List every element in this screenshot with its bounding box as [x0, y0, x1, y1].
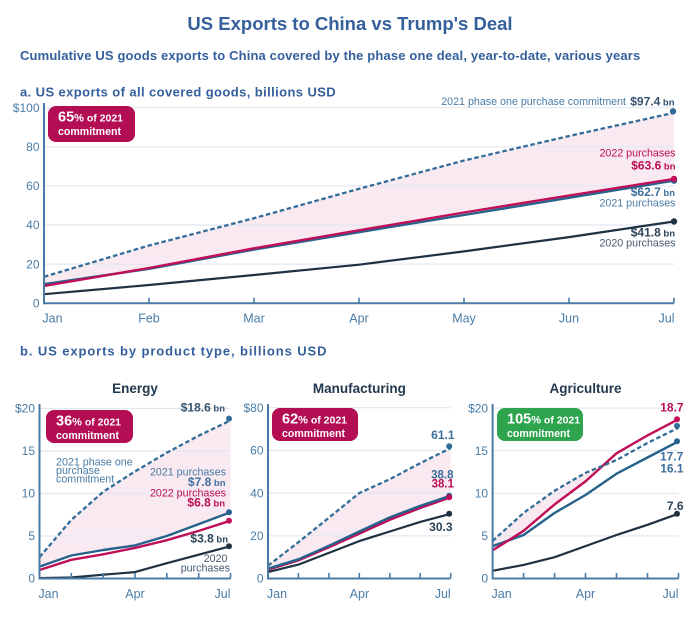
svg-text:2020 purchases: 2020 purchases	[599, 238, 675, 250]
svg-text:$63.6 bn: $63.6 bn	[631, 159, 675, 173]
svg-text:Energy: Energy	[112, 381, 158, 396]
svg-text:40: 40	[250, 486, 264, 500]
svg-text:65% of 2021: 65% of 2021	[58, 110, 123, 126]
svg-text:$62.7 bn: $62.7 bn	[631, 185, 675, 199]
svg-text:Cumulative US goods exports to: Cumulative US goods exports to China cov…	[20, 48, 640, 63]
svg-text:Agriculture: Agriculture	[549, 381, 622, 396]
svg-text:commitment: commitment	[56, 430, 119, 442]
svg-text:2021 purchases: 2021 purchases	[599, 198, 675, 210]
svg-text:80: 80	[26, 140, 40, 154]
svg-text:$41.8 bn: $41.8 bn	[631, 226, 675, 240]
svg-text:Jun: Jun	[559, 312, 579, 326]
svg-text:15: 15	[475, 444, 489, 458]
svg-text:2021 phase one purchase commit: 2021 phase one purchase commitment	[441, 96, 626, 108]
svg-text:$18.6 bn: $18.6 bn	[181, 401, 225, 415]
svg-text:16.1: 16.1	[660, 462, 684, 476]
svg-text:a. US exports of all covered g: a. US exports of all covered goods, bill…	[20, 85, 336, 100]
svg-text:$7.8 bn: $7.8 bn	[188, 475, 226, 489]
svg-text:Jan: Jan	[38, 587, 58, 601]
svg-text:b. US exports by product type,: b. US exports by product type, billions …	[20, 344, 327, 359]
svg-text:20: 20	[26, 257, 40, 271]
svg-text:commitment: commitment	[58, 126, 121, 138]
svg-text:61.1: 61.1	[431, 428, 455, 442]
svg-text:38.8: 38.8	[431, 470, 454, 482]
svg-text:36% of 2021: 36% of 2021	[56, 414, 121, 430]
svg-text:38.1: 38.1	[432, 479, 455, 491]
svg-text:Mar: Mar	[243, 312, 265, 326]
svg-text:0: 0	[33, 296, 40, 310]
svg-text:Jan: Jan	[267, 587, 287, 601]
svg-text:$80: $80	[243, 401, 263, 415]
svg-text:5: 5	[481, 529, 488, 543]
svg-text:Jan: Jan	[42, 312, 62, 326]
svg-text:2021 phase one: 2021 phase one	[56, 457, 133, 469]
svg-text:20: 20	[250, 529, 264, 543]
svg-text:17.7: 17.7	[660, 450, 684, 464]
svg-text:0: 0	[481, 572, 488, 586]
svg-text:5: 5	[28, 529, 35, 543]
svg-text:purchases: purchases	[181, 563, 230, 575]
svg-text:Feb: Feb	[138, 312, 160, 326]
svg-text:Jul: Jul	[663, 587, 679, 601]
svg-text:0: 0	[257, 572, 264, 586]
svg-text:$97.4 bn: $97.4 bn	[630, 95, 674, 109]
svg-text:$20: $20	[15, 402, 35, 416]
svg-text:$6.8 bn: $6.8 bn	[187, 496, 225, 510]
svg-text:30.3: 30.3	[429, 520, 453, 534]
svg-text:15: 15	[22, 444, 36, 458]
svg-text:Apr: Apr	[350, 587, 369, 601]
svg-text:$3.8 bn: $3.8 bn	[190, 532, 228, 546]
svg-text:purchase: purchase	[56, 465, 100, 477]
svg-text:Jul: Jul	[659, 312, 675, 326]
svg-text:2020: 2020	[204, 553, 228, 565]
svg-text:Apr: Apr	[576, 587, 595, 601]
svg-text:Manufacturing: Manufacturing	[313, 381, 406, 396]
svg-text:US Exports to China vs Trump's: US Exports to China vs Trump's Deal	[187, 13, 512, 34]
svg-text:commitment: commitment	[56, 474, 114, 486]
svg-text:2022 purchases: 2022 purchases	[150, 487, 226, 499]
svg-text:Jul: Jul	[215, 587, 231, 601]
svg-text:62% of 2021: 62% of 2021	[282, 412, 347, 428]
svg-text:10: 10	[475, 487, 489, 501]
svg-text:Apr: Apr	[125, 587, 144, 601]
svg-text:2022 purchases: 2022 purchases	[599, 148, 675, 160]
svg-text:18.7: 18.7	[660, 401, 684, 415]
svg-text:2021 purchases: 2021 purchases	[150, 467, 226, 479]
svg-text:Jul: Jul	[435, 587, 451, 601]
svg-text:40: 40	[26, 218, 40, 232]
svg-text:$20: $20	[468, 401, 488, 415]
svg-text:10: 10	[22, 487, 36, 501]
svg-text:105% of 2021: 105% of 2021	[507, 412, 580, 428]
svg-text:7.6: 7.6	[667, 499, 684, 513]
svg-text:60: 60	[26, 179, 40, 193]
svg-text:0: 0	[28, 572, 35, 586]
svg-text:Jan: Jan	[492, 587, 512, 601]
svg-text:$100: $100	[13, 101, 40, 115]
svg-text:commitment: commitment	[507, 428, 570, 440]
svg-text:Apr: Apr	[349, 312, 368, 326]
svg-text:May: May	[452, 312, 476, 326]
svg-text:commitment: commitment	[282, 428, 345, 440]
svg-text:60: 60	[250, 444, 264, 458]
